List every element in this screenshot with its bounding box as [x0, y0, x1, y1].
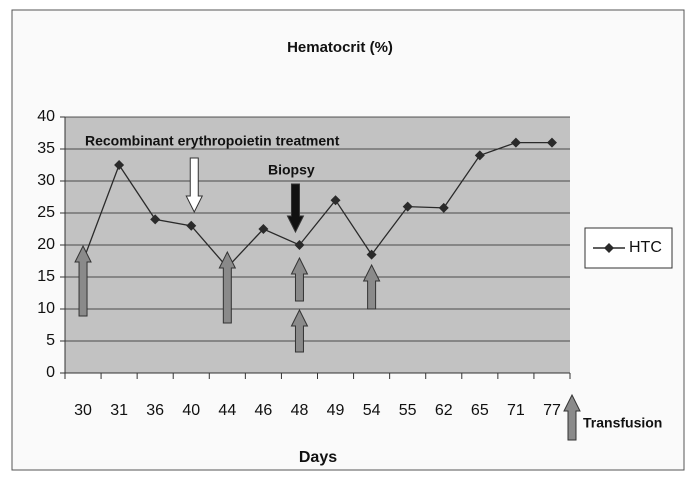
- y-tick-label: 5: [46, 332, 55, 349]
- y-tick-label: 20: [37, 236, 55, 253]
- point: [438, 202, 449, 213]
- x-tick-label: 65: [471, 402, 489, 419]
- transfusion-legend-arrow: [563, 393, 581, 441]
- point: [114, 160, 125, 170]
- annotation: Transfusion: [583, 415, 662, 431]
- legend-marker: [604, 243, 614, 253]
- x-tick-label: 44: [218, 402, 236, 419]
- point: [330, 195, 341, 206]
- x-axis-label: Days: [299, 449, 337, 466]
- y-tick-label: 0: [46, 364, 55, 381]
- line: [82, 141, 552, 269]
- transfusion-arrow: [218, 250, 237, 324]
- y-tick-label: 40: [37, 108, 55, 125]
- x-tick-label: 55: [399, 402, 417, 419]
- x-tick-label: 46: [254, 402, 272, 419]
- point: [546, 137, 557, 148]
- x-tick-label: 71: [507, 402, 525, 419]
- y-tick-label: 35: [37, 140, 55, 157]
- point: [294, 240, 305, 250]
- transfusion-arrow: [74, 244, 92, 317]
- point: [402, 201, 413, 212]
- point: [474, 150, 485, 161]
- x-tick-label: 54: [363, 402, 381, 419]
- x-tick-label: 30: [74, 402, 92, 419]
- x-tick-label: 36: [146, 402, 164, 419]
- legend-label: HTC: [629, 239, 662, 256]
- point: [510, 137, 521, 148]
- transfusion-arrow: [362, 263, 381, 310]
- point: [366, 249, 377, 260]
- y-tick-label: 30: [37, 172, 55, 189]
- annotation: Recombinant erythropoietin treatment: [85, 133, 340, 149]
- grid: [60, 116, 571, 379]
- biopsy-arrow: [286, 183, 305, 234]
- point: [258, 224, 269, 234]
- x-tick-label: 48: [291, 402, 309, 419]
- transfusion-arrow: [290, 256, 309, 302]
- x-tick-label: 77: [543, 402, 561, 419]
- transfusion-arrow: [290, 308, 309, 353]
- point: [150, 214, 161, 225]
- x-tick-label: 31: [110, 402, 128, 419]
- x-tick-label: 49: [327, 402, 345, 419]
- chart-title: Hematocrit (%): [287, 39, 393, 56]
- y-tick-label: 15: [37, 268, 55, 285]
- x-tick-label: 62: [435, 402, 453, 419]
- y-tick-label: 25: [37, 204, 55, 221]
- x-tick-label: 40: [182, 402, 200, 419]
- point: [186, 220, 197, 231]
- epo-arrow: [185, 157, 204, 214]
- y-tick-label: 10: [37, 300, 55, 317]
- annotation: Biopsy: [268, 162, 315, 178]
